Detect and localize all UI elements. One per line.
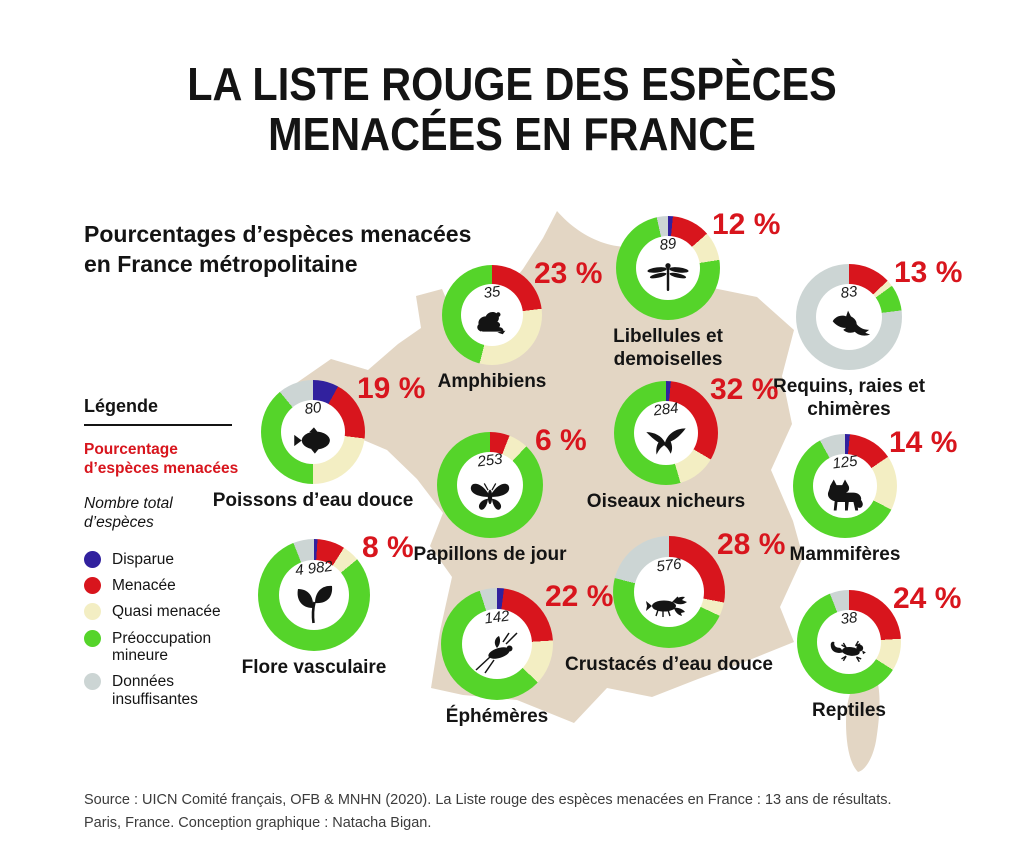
group-label-reptiles: Reptiles: [812, 700, 886, 721]
frog-icon: [477, 312, 506, 335]
threatened-percent-crustaces: 28 %: [717, 528, 786, 561]
legend-item-label: Quasi menacée: [112, 603, 221, 621]
legend-item-menacee: Menacée: [84, 576, 254, 594]
threatened-percent-reptiles: 24 %: [893, 582, 962, 615]
group-label-requins: Requins, raies et chimères: [772, 376, 926, 420]
group-label-flore: Flore vasculaire: [241, 657, 387, 678]
menacee-color-dot-icon: [84, 576, 101, 594]
donut-papillons: 253 6 % Papillons de jour: [413, 424, 586, 565]
fish-icon: [294, 427, 330, 455]
donut-libellules: 89 12 % Libellules et demoiselles: [613, 208, 780, 370]
donut-amphibiens: 35 23 % Amphibiens: [438, 257, 603, 392]
legend-item-quasi_menacee: Quasi menacée: [84, 603, 254, 621]
group-label-amphibiens: Amphibiens: [437, 371, 547, 392]
chart-subtitle: Pourcentages d’espèces menacées en Franc…: [84, 220, 471, 280]
donut-reptiles: 38 24 % Reptiles: [797, 582, 961, 721]
threatened-percent-libellules: 12 %: [712, 208, 781, 241]
corsica-shape: [846, 677, 880, 772]
legend-item-disparue: Disparue: [84, 550, 254, 568]
eagle-icon: [646, 428, 686, 456]
source-note-line2: Paris, France. Conception graphique : Na…: [84, 815, 432, 832]
dragonfly-icon: [647, 263, 689, 292]
group-label-libellules: Libellules et demoiselles: [613, 326, 723, 370]
legend-heading: Légende: [84, 396, 232, 426]
group-label-mammiferes: Mammifères: [789, 544, 901, 565]
donut-crustaces: 576 28 % Crustacés d’eau douce: [565, 528, 785, 675]
donut-poissons: 80 19 % Poissons d’eau douce: [213, 372, 426, 511]
page-title-line2: MENACÉES EN FRANCE: [268, 107, 756, 160]
legend-item-label: Menacée: [112, 576, 176, 594]
source-note-line1: Source : UICN Comité français, OFB & MNH…: [84, 792, 892, 808]
threatened-percent-amphibiens: 23 %: [534, 257, 603, 290]
gecko-icon: [830, 641, 866, 663]
leaf-icon: [297, 586, 333, 624]
group-label-poissons: Poissons d’eau douce: [212, 490, 414, 511]
source-note: Source : UICN Comité français, OFB & MNH…: [84, 789, 892, 836]
group-label-ephemeres: Éphémères: [445, 706, 549, 727]
donut-hole-papillons: [457, 452, 523, 518]
threatened-percent-poissons: 19 %: [357, 372, 426, 405]
donut-flore: 4 982 8 % Flore vasculaire: [242, 531, 414, 678]
crayfish-icon: [646, 596, 687, 618]
donut-requins: 83 13 % Requins, raies et chimères: [773, 256, 962, 420]
threatened-percent-oiseaux: 32 %: [710, 373, 779, 406]
legend-percent-label: Pourcentage d’espèces menacées: [84, 441, 239, 478]
disparue-color-dot-icon: [84, 550, 101, 568]
preoccupation_mineure-color-dot-icon: [84, 629, 101, 647]
shark-icon: [832, 310, 871, 336]
donut-ephemeres: 142 22 % Éphémères: [441, 580, 613, 727]
butterfly-icon: [470, 483, 510, 510]
legend-item-donnees_insuffisantes: Données insuffisantes: [84, 673, 254, 708]
legend-item-label: Disparue: [112, 550, 175, 568]
donnees_insuffisantes-color-dot-icon: [84, 673, 101, 691]
threatened-percent-requins: 13 %: [894, 256, 963, 289]
legend-items: Disparue Menacée Quasi menacée Préoccupatio…: [84, 550, 254, 709]
donut-oiseaux: 284 32 % Oiseaux nicheurs: [587, 373, 779, 512]
group-label-crustaces: Crustacés d’eau douce: [564, 654, 774, 675]
mayfly-icon: [475, 632, 518, 674]
chart-subtitle-line1: Pourcentages d’espèces menacées: [84, 221, 472, 247]
donut-hole-reptiles: [817, 610, 881, 674]
legend-item-label: Préoccupation mineure: [112, 629, 212, 664]
page-title-line1: LA LISTE ROUGE DES ESPÈCES: [187, 58, 837, 110]
donut-hole-oiseaux: [634, 401, 698, 465]
chart-subtitle-line2: en France métropolitaine: [84, 250, 358, 277]
group-label-papillons: Papillons de jour: [413, 544, 567, 565]
group-label-oiseaux: Oiseaux nicheurs: [586, 491, 746, 512]
threatened-percent-mammiferes: 14 %: [889, 426, 958, 459]
legend-item-label: Données insuffisantes: [112, 673, 198, 708]
donut-mammiferes: 125 14 % Mammifères: [790, 426, 958, 565]
quasi_menacee-color-dot-icon: [84, 603, 101, 621]
page-title: LA LISTE ROUGE DES ESPÈCES MENACÉES EN F…: [51, 58, 973, 160]
threatened-percent-ephemeres: 22 %: [545, 580, 614, 613]
legend-item-preoccupation_mineure: Préoccupation mineure: [84, 629, 254, 665]
fox-icon: [827, 479, 863, 511]
legend: Légende Pourcentage d’espèces menacées N…: [84, 396, 254, 717]
threatened-percent-flore: 8 %: [362, 531, 414, 564]
threatened-percent-papillons: 6 %: [535, 424, 587, 457]
legend-total-label: Nombre total d’espèces: [84, 494, 173, 532]
